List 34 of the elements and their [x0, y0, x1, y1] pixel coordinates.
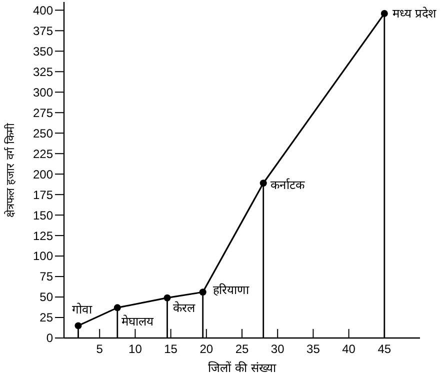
annotation: कर्नाटक: [270, 178, 306, 192]
y-axis-title: क्षेत्रफल हजार वर्ग किमी: [4, 122, 17, 218]
annotation: मध्य प्रदेश: [392, 6, 438, 20]
y-tick-label: 400: [32, 3, 54, 18]
y-tick-label: 0: [46, 331, 54, 346]
x-axis-title: जिलों की संख्या: [208, 361, 277, 375]
x-tick-label: 20: [200, 342, 214, 356]
x-tick-label: 30: [270, 342, 285, 356]
y-tick-label: 225: [32, 146, 54, 161]
y-tick-label: 175: [32, 188, 54, 202]
x-tick-label: 5: [96, 342, 104, 356]
x-tick-label: 25: [235, 342, 249, 356]
y-tick-label: 100: [32, 249, 54, 264]
y-tick-label: 50: [40, 290, 54, 304]
y-tick-label: 200: [32, 167, 54, 182]
x-tick-label: 45: [378, 342, 392, 356]
y-tick-label: 375: [32, 24, 54, 38]
annotation: केरल: [173, 300, 196, 315]
annotation: हरियाणा: [212, 283, 250, 298]
y-tick-label: 125: [32, 228, 54, 243]
x-tick-label: 10: [128, 342, 142, 356]
annotation: गोवा: [72, 302, 94, 317]
x-tick-label: 40: [342, 342, 356, 356]
x-tick-label: 35: [306, 342, 320, 356]
y-tick-label: 75: [40, 270, 54, 284]
annotation: मेघालय: [121, 314, 154, 329]
y-tick-label: 150: [32, 208, 54, 222]
x-tick-label: 15: [164, 342, 178, 356]
y-tick-label: 250: [32, 126, 54, 140]
y-tick-label: 325: [32, 64, 54, 79]
y-tick-label: 275: [32, 106, 54, 120]
y-tick-label: 300: [32, 85, 54, 100]
y-tick-label: 350: [32, 44, 54, 58]
y-tick-label: 25: [40, 310, 54, 325]
